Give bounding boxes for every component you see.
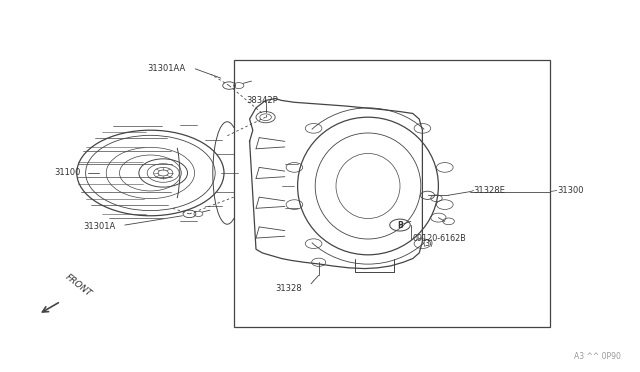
Text: A3 ^^ 0P90: A3 ^^ 0P90: [574, 352, 621, 361]
Text: 31100: 31100: [54, 169, 81, 177]
Text: 31328: 31328: [275, 284, 302, 293]
Text: (3): (3): [422, 239, 433, 248]
Text: 09120-6162B: 09120-6162B: [413, 234, 467, 243]
Bar: [234, 60, 550, 327]
Text: FRONT: FRONT: [64, 273, 94, 299]
Text: B: B: [397, 221, 403, 230]
Text: 31300: 31300: [557, 186, 583, 195]
Text: 38342P: 38342P: [246, 96, 278, 105]
Text: 31328E: 31328E: [474, 186, 506, 195]
Text: 31301AA: 31301AA: [147, 64, 186, 73]
Text: 31301A: 31301A: [83, 222, 115, 231]
